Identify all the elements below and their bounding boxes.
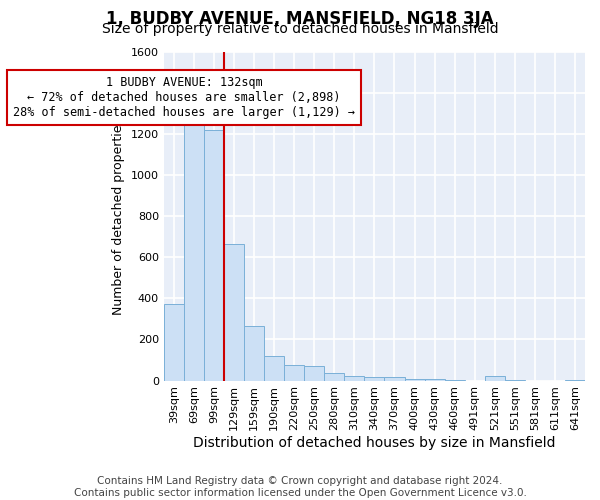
Bar xyxy=(425,378,445,380)
Bar xyxy=(344,376,364,380)
Bar xyxy=(385,378,404,380)
Bar xyxy=(184,120,204,380)
Bar xyxy=(164,304,184,380)
Y-axis label: Number of detached properties: Number of detached properties xyxy=(112,118,125,314)
Bar xyxy=(404,378,425,380)
Bar xyxy=(264,356,284,380)
Text: 1 BUDBY AVENUE: 132sqm
← 72% of detached houses are smaller (2,898)
28% of semi-: 1 BUDBY AVENUE: 132sqm ← 72% of detached… xyxy=(13,76,355,119)
Text: 1, BUDBY AVENUE, MANSFIELD, NG18 3JA: 1, BUDBY AVENUE, MANSFIELD, NG18 3JA xyxy=(106,10,494,28)
Text: Contains HM Land Registry data © Crown copyright and database right 2024.
Contai: Contains HM Land Registry data © Crown c… xyxy=(74,476,526,498)
X-axis label: Distribution of detached houses by size in Mansfield: Distribution of detached houses by size … xyxy=(193,436,556,450)
Bar xyxy=(284,365,304,380)
Bar xyxy=(244,326,264,380)
Bar xyxy=(304,366,324,380)
Bar xyxy=(485,376,505,380)
Bar xyxy=(364,378,385,380)
Bar xyxy=(224,244,244,380)
Text: Size of property relative to detached houses in Mansfield: Size of property relative to detached ho… xyxy=(101,22,499,36)
Bar xyxy=(204,130,224,380)
Bar xyxy=(324,374,344,380)
